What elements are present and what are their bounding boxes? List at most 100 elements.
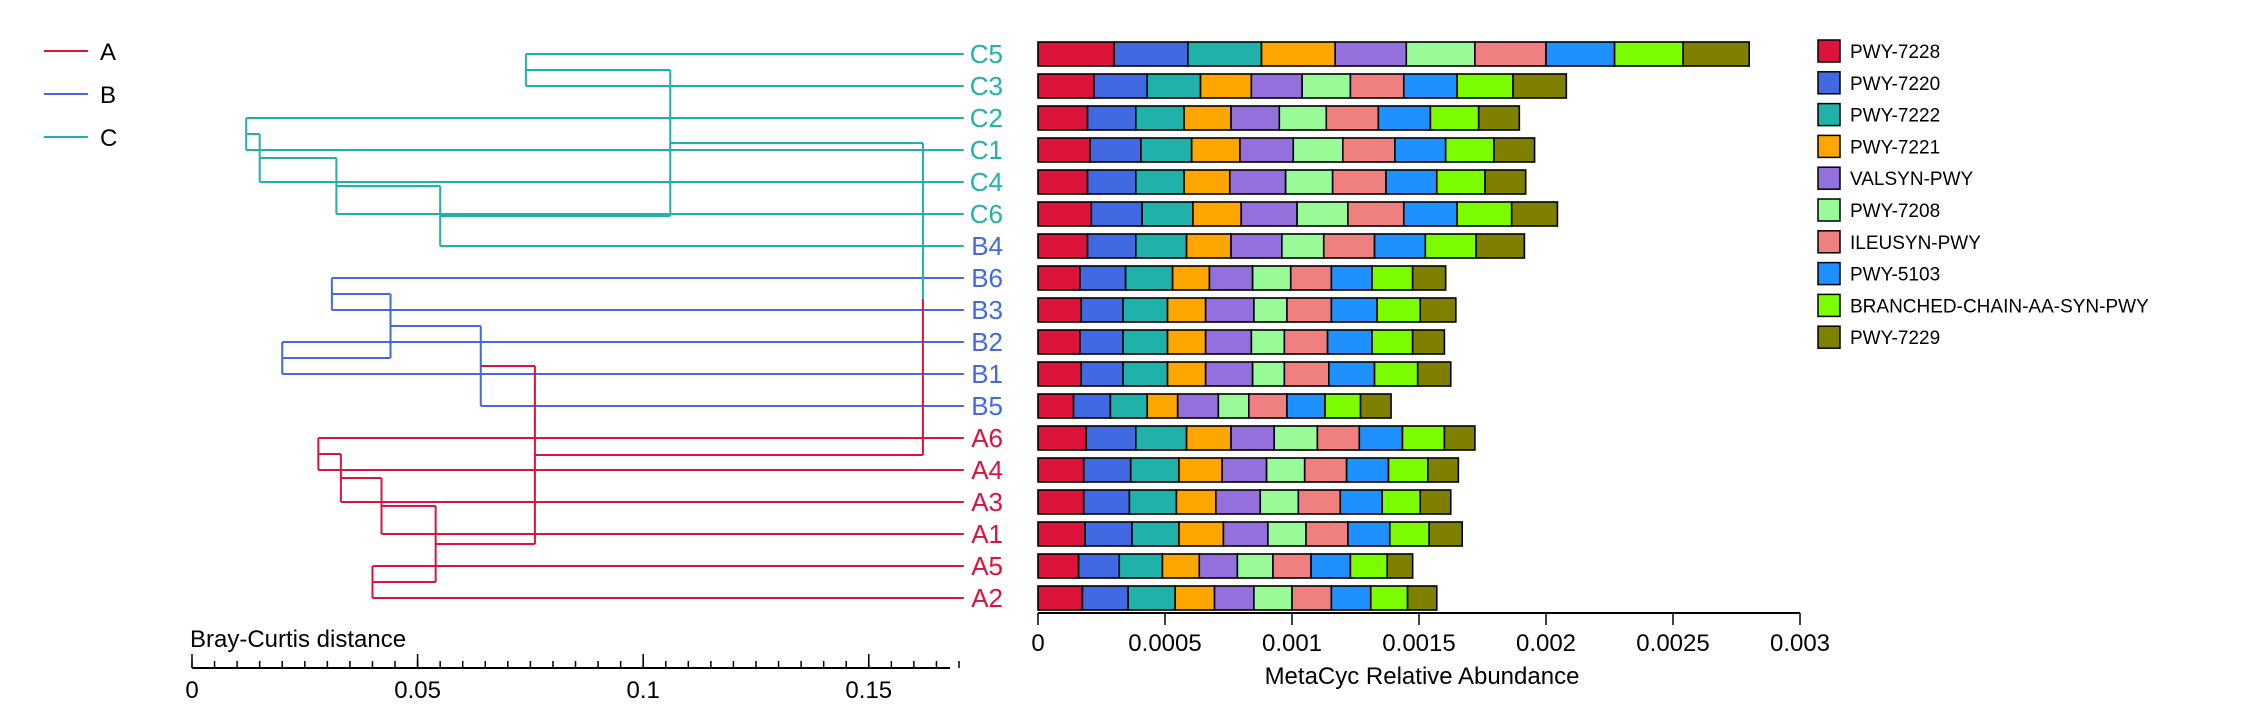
bar-segment xyxy=(1183,105,1232,131)
series-legend-swatch xyxy=(1817,71,1841,95)
bar-segment xyxy=(1199,73,1253,99)
bar-segment xyxy=(1230,425,1276,451)
bar-segment xyxy=(1185,233,1232,259)
bar-segment xyxy=(1037,329,1081,355)
bar-segment xyxy=(1347,521,1391,547)
bar-segment xyxy=(1166,329,1207,355)
bar-segment xyxy=(1134,233,1188,259)
bar-segment xyxy=(1187,41,1263,67)
bar-segment xyxy=(1330,585,1372,611)
group-legend-item-a: A xyxy=(44,39,116,66)
series-legend-swatch xyxy=(1817,325,1841,349)
series-legend-swatch xyxy=(1817,39,1841,63)
abundance-tick-label: 0.0005 xyxy=(1128,630,1201,657)
bar-segment xyxy=(1428,521,1463,547)
bar-segment xyxy=(1175,489,1217,515)
bar-segment xyxy=(1086,169,1137,195)
bar-segment xyxy=(1079,265,1127,291)
bar-segment xyxy=(1141,201,1194,227)
bar-segment xyxy=(1082,489,1131,515)
bar-segment xyxy=(1230,233,1283,259)
leaf-label: A3 xyxy=(971,487,1003,517)
bar-segment xyxy=(1122,329,1169,355)
abundance-axis: MetaCyc Relative Abundance 0 0.0005 0.001 0… xyxy=(1031,612,1830,690)
bar-segment xyxy=(1328,361,1376,387)
bar-segment xyxy=(1124,265,1174,291)
bar-segment xyxy=(1128,489,1178,515)
bar-segment xyxy=(1427,457,1460,483)
bar-segment xyxy=(1090,201,1143,227)
distance-tick-label: 0.05 xyxy=(394,677,441,704)
bar-segment xyxy=(1037,297,1082,323)
leaf-label: C5 xyxy=(970,39,1003,69)
bar-segment xyxy=(1037,585,1084,611)
bar-segment xyxy=(1272,553,1312,579)
bar-segment xyxy=(1239,137,1295,163)
bar-segment xyxy=(1377,105,1432,131)
bar-segment xyxy=(1259,489,1300,515)
bar-segment xyxy=(1077,553,1121,579)
bar-segment xyxy=(1113,41,1189,67)
bar-segment xyxy=(1376,297,1422,323)
bar-segment xyxy=(1324,393,1362,419)
bar-segment xyxy=(1037,73,1095,99)
bar-segment xyxy=(1359,393,1392,419)
bar-segment xyxy=(1401,425,1446,451)
bar-segment xyxy=(1345,457,1390,483)
series-legend-label: PWY-7222 xyxy=(1850,106,1940,127)
bar-segment xyxy=(1682,41,1751,67)
series-legend-swatch xyxy=(1817,166,1841,190)
group-legend: A B C xyxy=(44,39,117,152)
bar-segment xyxy=(1161,553,1201,579)
bar-segment xyxy=(1248,393,1288,419)
bar-segment xyxy=(1037,41,1115,67)
bar-segment xyxy=(1166,297,1207,323)
bar-segment xyxy=(1406,585,1438,611)
distance-tick-label: 0.15 xyxy=(845,677,892,704)
bar-segment xyxy=(1297,489,1342,515)
leaf-label: A4 xyxy=(971,455,1003,485)
bar-segment xyxy=(1208,265,1254,291)
bar-segment xyxy=(1082,457,1132,483)
series-legend-label: PWY-7229 xyxy=(1850,328,1940,349)
bar-segment xyxy=(1278,105,1328,131)
bar-segment xyxy=(1474,41,1547,67)
bar-segment xyxy=(1118,553,1164,579)
bar-segment xyxy=(1305,521,1349,547)
bar-segment xyxy=(1084,521,1133,547)
bar-segment xyxy=(1166,361,1207,387)
bar-segment xyxy=(1217,393,1250,419)
bar-segment xyxy=(1037,105,1089,131)
bar-segment xyxy=(1250,329,1286,355)
bar-segment xyxy=(1037,489,1085,515)
bar-segment xyxy=(1435,169,1486,195)
bar-segment xyxy=(1109,393,1149,419)
bar-segment xyxy=(1349,73,1405,99)
bar-segment xyxy=(1310,553,1352,579)
dendrogram-branches xyxy=(245,53,964,599)
bar-segment xyxy=(1284,169,1334,195)
bar-segment xyxy=(1037,233,1089,259)
leaf-label: B2 xyxy=(971,327,1003,357)
leaf-label: A2 xyxy=(971,583,1003,613)
abundance-tick-label: 0.003 xyxy=(1770,630,1830,657)
bar-segment xyxy=(1089,137,1142,163)
bar-segment xyxy=(1334,41,1408,67)
legend-label-b: B xyxy=(100,82,116,109)
abundance-tick-label: 0.002 xyxy=(1516,630,1576,657)
bar-segment xyxy=(1444,137,1495,163)
bar-segment xyxy=(1347,201,1405,227)
bar-segment xyxy=(1416,361,1452,387)
bar-segment xyxy=(1037,265,1081,291)
series-legend-label: PWY-7221 xyxy=(1850,137,1940,158)
bar-segment xyxy=(1198,553,1239,579)
bar-segment xyxy=(1286,393,1326,419)
bar-segment xyxy=(1419,297,1457,323)
bar-segment xyxy=(1289,265,1333,291)
series-legend: PWY-7228 PWY-7220 PWY-7222 PWY-7221 VALSYN-P… xyxy=(1817,39,2149,349)
series-legend-swatch xyxy=(1817,198,1841,222)
bar-segment xyxy=(1281,233,1325,259)
distance-axis: Bray-Curtis distance 0 0.05 0.1 0.15 xyxy=(185,626,960,704)
leaf-label: A6 xyxy=(971,423,1003,453)
bar-segment xyxy=(1178,521,1225,547)
